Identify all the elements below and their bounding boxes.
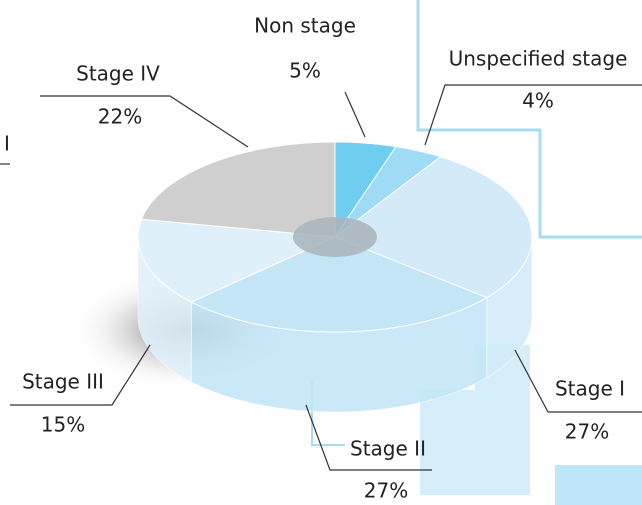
slice [333,156,533,299]
leader-line [344,91,366,138]
slice-value: 22% [98,105,142,129]
slice [137,218,337,303]
pie [137,141,533,413]
slice [334,146,442,238]
leader-line [514,349,642,413]
slice [140,141,336,238]
slice-value: 5% [289,59,321,83]
slice-value: 15% [41,413,85,437]
slice-label: Non stage [254,14,356,38]
leader-line [40,95,249,148]
slice-value: 27% [364,479,408,503]
slice-label: Unspecified stage [449,47,628,71]
slice-label: Stage III [22,370,104,394]
slice-value: 4% [522,89,554,113]
cropped-label: I [4,132,10,156]
slice [334,141,397,239]
pie-hole [293,217,377,257]
labels: Non stage 5% Unspecified stage 4% Stage … [0,14,642,503]
slice-label: Stage I [555,377,625,401]
slice-label: Stage II [350,437,426,461]
leader-line [10,344,151,406]
leader-line [424,84,642,146]
slice-value: 27% [565,420,609,444]
slice-label: Stage IV [76,62,160,86]
slice [190,236,488,333]
leader-line [305,404,432,471]
